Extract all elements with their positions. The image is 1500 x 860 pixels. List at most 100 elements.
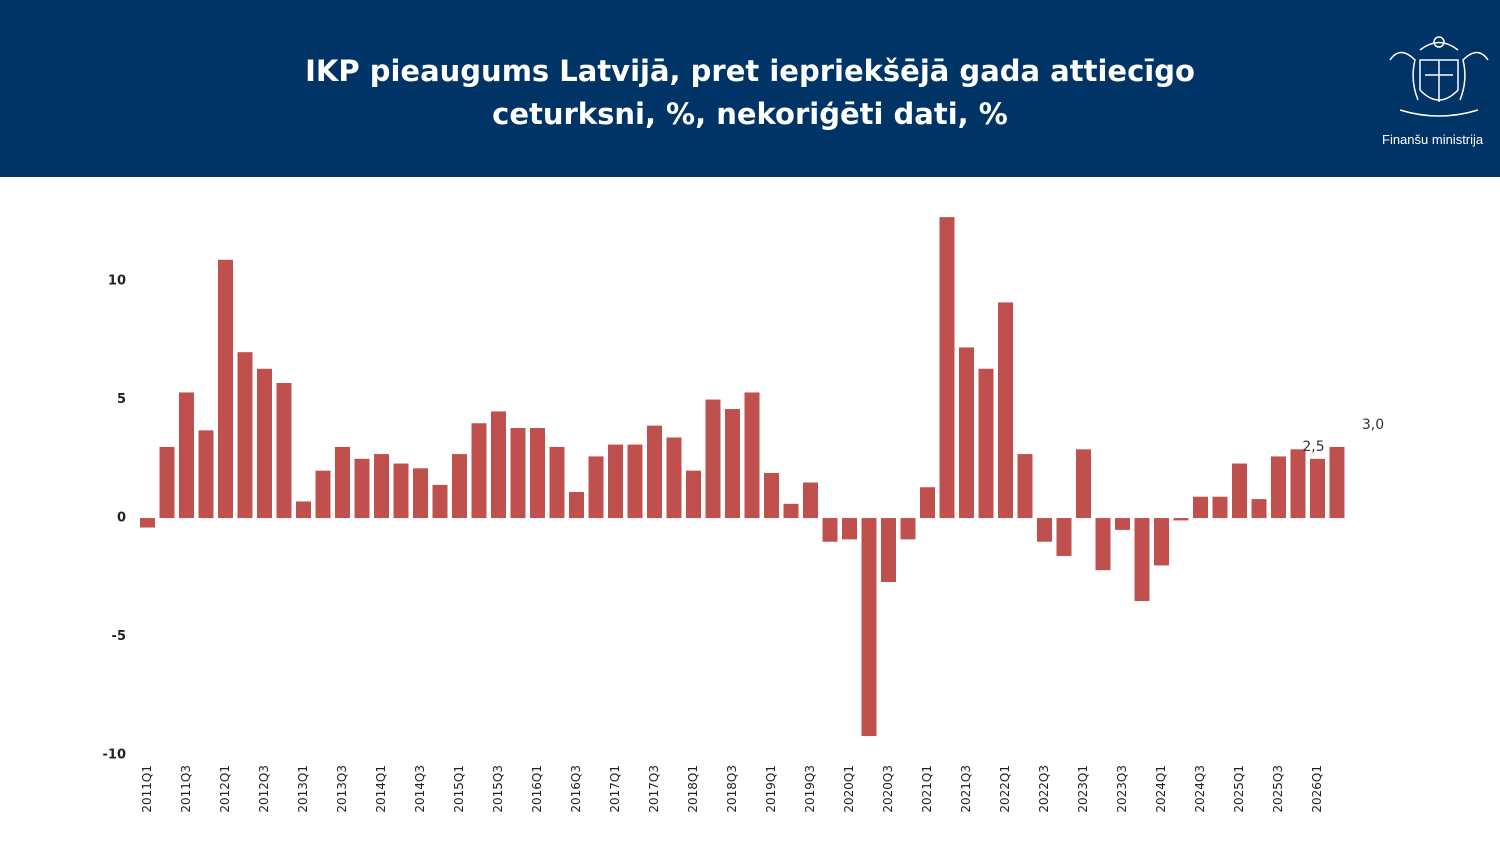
x-tick-label: 2020Q1 [842,765,856,813]
bar [1251,499,1267,519]
bar [276,382,292,519]
bar [1271,456,1286,519]
x-tick-label: 2018Q3 [725,765,739,813]
bar [413,468,428,519]
bar [588,456,604,519]
bar [354,458,370,519]
x-tick-label: 2022Q1 [998,765,1012,813]
x-tick-label: 2014Q1 [374,765,388,813]
x-tick-label: 2022Q3 [1037,765,1051,813]
bar [959,347,974,519]
y-tick-label: -10 [103,748,127,763]
chart-title: IKP pieaugums Latvijā, pret iepriekšējā … [305,54,1195,131]
bar [296,501,311,519]
x-tick-label: 2017Q1 [608,765,622,813]
y-tick-label: 0 [117,511,126,526]
x-tick-label: 2020Q3 [881,765,895,813]
bar [1290,449,1306,519]
bar [1193,496,1208,519]
bar [1329,446,1345,519]
x-tick-label: 2012Q3 [257,765,271,813]
bar [374,454,389,519]
bar [881,518,896,583]
bar [842,518,857,540]
bar [471,423,487,519]
bar [1134,518,1150,601]
bar [1173,518,1189,521]
bar [159,446,175,519]
x-tick-label: 2015Q1 [452,765,466,813]
bar [861,518,877,737]
bar [140,518,155,528]
bar [1154,518,1169,566]
bar [627,444,643,519]
bar [530,428,545,519]
bar [1212,496,1228,519]
x-tick-label: 2025Q3 [1271,765,1285,813]
bar [1017,454,1033,519]
x-tick-label: 2024Q3 [1193,765,1207,813]
x-tick-label: 2011Q3 [179,765,193,813]
bar [764,473,779,519]
bar [393,463,409,519]
x-tick-label: 2019Q3 [803,765,817,813]
x-tick-label: 2014Q3 [413,765,427,813]
x-tick-label: 2026Q1 [1310,765,1324,813]
bar [803,482,818,519]
x-tick-label: 2013Q1 [296,765,310,813]
x-tick-label: 2016Q1 [530,765,544,813]
bar [647,425,662,519]
bar [1076,449,1091,519]
x-tick-label: 2021Q1 [920,765,934,813]
x-tick-label: 2023Q1 [1076,765,1090,813]
bar [569,491,584,519]
bar [315,470,331,519]
x-tick-label: 2012Q1 [218,765,232,813]
bar [783,503,799,519]
bar [257,368,272,519]
bar [1115,518,1130,530]
y-tick-label: 5 [117,392,126,407]
bar [198,430,214,519]
bar [822,518,838,542]
x-tick-label: 2019Q1 [764,765,778,813]
bar [1037,518,1052,542]
x-tick-label: 2015Q3 [491,765,505,813]
x-tick-label: 2025Q1 [1232,765,1246,813]
x-tick-label: 2023Q3 [1115,765,1129,813]
bar [939,217,955,519]
value-label: 3,0 [1362,417,1384,433]
bar [491,411,506,519]
bar [1232,463,1247,519]
bar [510,428,526,519]
value-label: 2,5 [1302,439,1324,455]
x-tick-label: 2016Q3 [569,765,583,813]
bar [218,259,233,519]
logo [1389,36,1489,117]
x-tick-label: 2018Q1 [686,765,700,813]
bar [1310,458,1325,519]
logo-text: Finanšu ministrija [1382,132,1484,147]
bar [549,446,565,519]
bar [998,302,1013,519]
bar [179,392,194,519]
bar [452,454,467,519]
y-tick-label: 10 [108,274,126,289]
bar [237,352,253,519]
bar [432,484,448,519]
x-tick-label: 2011Q1 [140,765,154,813]
bar [666,437,682,519]
x-tick-label: 2024Q1 [1154,765,1168,813]
bar [744,392,760,519]
y-tick-label: -5 [112,629,126,644]
x-tick-label: 2013Q3 [335,765,349,813]
bar [1095,518,1111,571]
bar [608,444,623,519]
bar [900,518,916,540]
bar [978,368,994,519]
bar [335,446,350,519]
header: IKP pieaugums Latvijā, pret iepriekšējā … [0,0,1500,177]
bar [705,399,721,519]
